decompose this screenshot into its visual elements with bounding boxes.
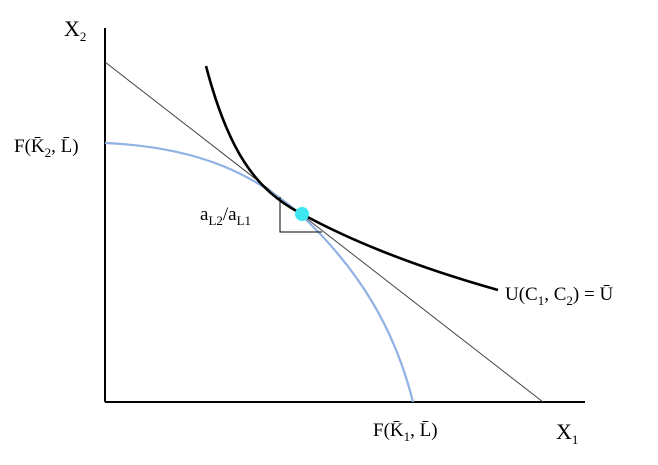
tangency-point	[295, 207, 309, 221]
y-axis-label: X2	[64, 16, 86, 44]
relative-price-line	[104, 61, 544, 403]
slope-triangle	[279, 197, 322, 233]
y-intercept-label: F(K̄2, L̄)	[14, 136, 79, 160]
x-axis-label: X1	[556, 419, 578, 447]
utility-label: U(C1, C2) = Ū	[505, 284, 613, 308]
slope-label: aL2/aL1	[200, 204, 251, 228]
x-intercept-label: F(K̄1, L̄)	[373, 420, 438, 444]
